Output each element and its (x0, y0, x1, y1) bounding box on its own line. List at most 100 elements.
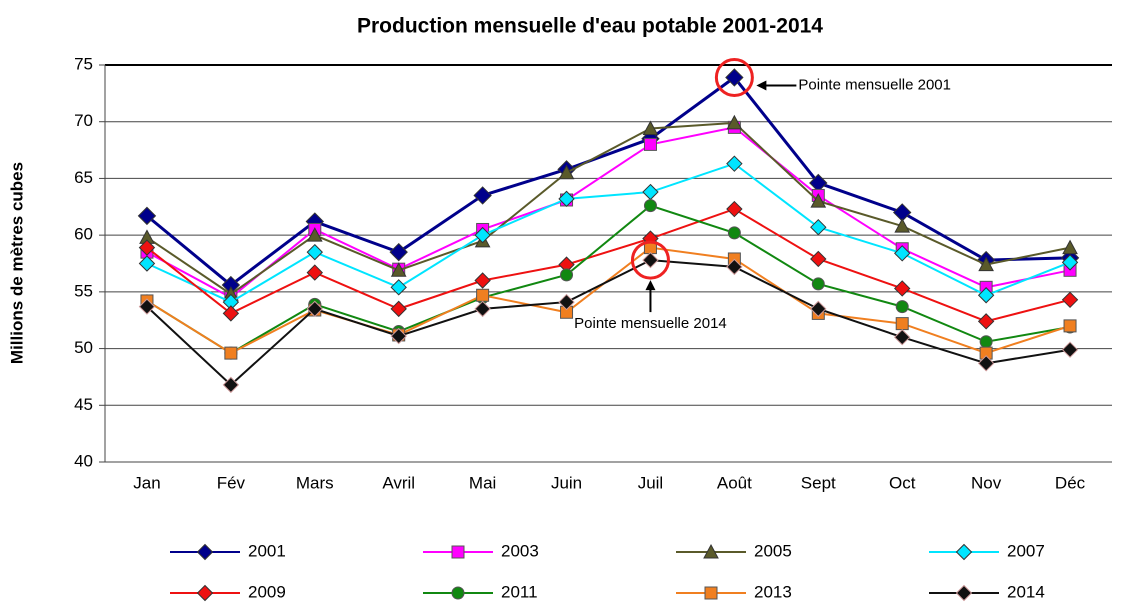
marker (474, 226, 491, 244)
marker (894, 218, 911, 233)
legend-label: 2013 (754, 582, 792, 601)
series-line (146, 246, 1071, 355)
annotation: Pointe mensuelle 2014 (574, 315, 727, 332)
x-tick-label: Juin (551, 473, 582, 492)
marker (137, 206, 157, 226)
marker (704, 586, 718, 600)
legend-label: 2001 (248, 541, 286, 560)
series-line (146, 259, 1071, 387)
marker (558, 190, 575, 208)
marker (642, 251, 659, 269)
marker (138, 255, 156, 272)
marker (811, 277, 825, 291)
marker (895, 317, 909, 331)
marker (726, 258, 743, 276)
y-axis-label: Millions de mètres cubes (7, 162, 26, 364)
series-line (146, 121, 1071, 296)
legend-label: 2003 (501, 541, 539, 560)
y-tick-label: 45 (74, 395, 93, 414)
marker (977, 313, 995, 330)
legend-label: 2009 (248, 582, 286, 601)
marker (1063, 319, 1077, 333)
y-tick-label: 65 (74, 168, 93, 187)
legend-label: 2014 (1007, 582, 1045, 601)
marker (895, 300, 909, 314)
x-tick-label: Nov (971, 473, 1002, 492)
marker (138, 298, 156, 315)
marker (558, 293, 575, 311)
legend-label: 2011 (501, 582, 538, 601)
legend-label: 2005 (754, 541, 792, 560)
marker (389, 242, 408, 262)
marker (810, 300, 827, 318)
y-tick-label: 70 (74, 111, 93, 130)
y-tick-label: 75 (74, 54, 93, 73)
marker (306, 227, 323, 242)
x-tick-label: Oct (889, 473, 916, 492)
marker (451, 586, 465, 600)
marker (725, 68, 744, 87)
series-line (146, 75, 1071, 287)
chart-title: Production mensuelle d'eau potable 2001-… (357, 15, 823, 38)
marker (473, 186, 492, 205)
marker (642, 183, 659, 201)
marker (978, 256, 994, 272)
annotation: Pointe mensuelle 2001 (798, 76, 951, 93)
x-tick-label: Fév (217, 473, 246, 492)
x-tick-label: Sept (801, 473, 836, 492)
arrow-head (756, 80, 767, 91)
marker (558, 164, 575, 180)
marker (196, 543, 214, 561)
marker (726, 114, 743, 130)
x-tick-label: Août (717, 473, 752, 492)
marker (196, 584, 214, 602)
marker (642, 120, 659, 136)
marker (977, 355, 995, 372)
marker (474, 272, 491, 289)
marker (560, 268, 574, 282)
highlight-circle (714, 57, 754, 97)
marker (451, 545, 465, 559)
marker (138, 239, 156, 256)
x-tick-label: Jan (133, 473, 160, 492)
marker (977, 287, 995, 304)
marker (810, 250, 827, 268)
y-tick-label: 60 (74, 225, 93, 244)
series-line (146, 207, 1071, 323)
marker (224, 346, 238, 360)
y-tick-label: 40 (74, 451, 93, 470)
legend-label: 2007 (1007, 541, 1045, 560)
marker (1062, 239, 1078, 255)
marker (703, 543, 719, 559)
marker (1061, 341, 1079, 358)
x-tick-label: Déc (1055, 473, 1086, 492)
marker (979, 335, 993, 349)
marker (222, 376, 240, 394)
marker (222, 305, 240, 322)
marker (390, 300, 407, 318)
marker (306, 300, 323, 318)
highlight-circle (630, 240, 670, 280)
x-tick-label: Juil (638, 473, 664, 492)
marker (390, 262, 407, 277)
marker (727, 226, 741, 240)
marker (955, 584, 973, 602)
marker (643, 137, 657, 151)
marker (726, 155, 743, 172)
marker (476, 288, 490, 302)
marker (1061, 291, 1079, 309)
y-tick-label: 55 (74, 281, 93, 300)
x-tick-label: Mai (469, 473, 496, 492)
arrow-head (645, 280, 656, 291)
series-line (146, 204, 1071, 355)
marker (1061, 254, 1079, 271)
marker (390, 327, 407, 345)
marker (955, 543, 973, 561)
marker (390, 279, 407, 296)
y-tick-label: 50 (74, 338, 93, 357)
marker (894, 245, 911, 262)
series-line (146, 126, 1071, 299)
marker (810, 218, 827, 236)
